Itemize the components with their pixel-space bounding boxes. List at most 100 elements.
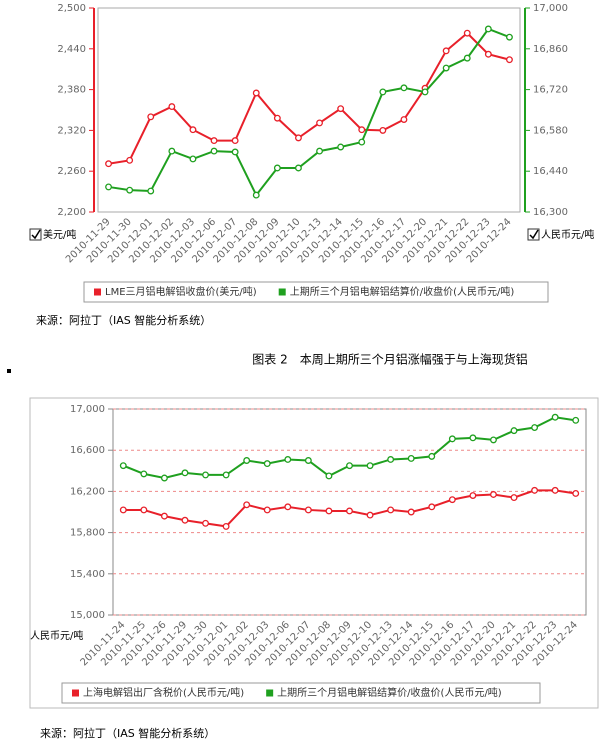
y-tick-label: 2,260 — [57, 166, 86, 177]
figure-caption: 图表 2 本周上期所三个月铝涨幅强于与上海现货铝 — [252, 352, 527, 367]
y2-tick-label: 16,440 — [533, 166, 568, 177]
y2-tick-label: 16,860 — [533, 44, 568, 55]
y-tick-label: 2,380 — [57, 85, 86, 96]
y2-axis-label: 人民币元/吨 — [541, 228, 594, 241]
series-line — [108, 27, 510, 197]
point-marker — [252, 191, 260, 199]
point-marker — [181, 516, 189, 524]
point-marker — [469, 434, 477, 442]
point-marker — [572, 416, 580, 424]
y-tick-label: 2,440 — [57, 44, 86, 55]
point-marker — [463, 54, 471, 62]
point-marker — [551, 413, 559, 421]
point-marker — [407, 508, 415, 516]
legend-label: 上海电解铝出厂含税价(人民币元/吨) — [83, 686, 244, 699]
point-marker — [295, 164, 302, 172]
point-marker — [119, 506, 127, 514]
point-marker — [304, 506, 312, 514]
point-marker — [243, 457, 251, 464]
point-marker — [295, 134, 302, 142]
point-marker — [428, 503, 436, 511]
point-marker — [358, 138, 366, 146]
y-axis-label: 人民币元/吨 — [30, 629, 83, 642]
y2-tick-label: 16,720 — [533, 85, 568, 96]
source-note: 来源：阿拉丁（IAS 智能分析系统） — [40, 726, 215, 740]
point-marker — [337, 143, 345, 151]
point-marker — [490, 436, 497, 444]
y2-tick-label: 17,000 — [533, 3, 568, 14]
point-marker — [572, 490, 580, 497]
y-tick-label: 2,200 — [57, 207, 86, 218]
y-tick-label: 15,800 — [70, 528, 105, 539]
checkbox — [527, 228, 540, 241]
point-marker — [105, 183, 112, 191]
legend-swatch — [266, 689, 274, 697]
point-marker — [484, 50, 492, 58]
point-marker — [358, 126, 366, 134]
y-tick-label: 2,320 — [57, 125, 86, 136]
checkmark — [529, 229, 539, 240]
point-marker — [469, 492, 477, 499]
point-marker — [189, 155, 197, 163]
point-marker — [263, 460, 271, 468]
y-tick-label: 15,000 — [70, 610, 105, 621]
y-axis-label: 美元/吨 — [43, 228, 76, 241]
point-marker — [126, 186, 134, 194]
chart-frame — [29, 397, 599, 709]
point-marker — [243, 501, 251, 509]
point-marker — [160, 474, 168, 482]
point-marker — [531, 486, 539, 494]
point-marker — [346, 507, 353, 515]
point-marker — [463, 29, 471, 37]
y-tick-label: 16,600 — [70, 445, 105, 456]
point-marker — [147, 187, 155, 195]
legend-swatch — [94, 288, 101, 296]
point-marker — [366, 511, 374, 519]
y-tick-label: 2,500 — [57, 3, 86, 14]
point-marker — [325, 507, 333, 515]
y2-tick-label: 16,580 — [533, 125, 568, 136]
point-marker — [316, 119, 323, 127]
point-marker — [252, 89, 260, 97]
legend-label: LME三月铝电解铝收盘价(美元/吨) — [105, 285, 257, 298]
point-marker — [168, 147, 176, 155]
point-marker — [119, 462, 127, 470]
point-marker — [160, 512, 168, 520]
legend-box — [83, 281, 549, 303]
point-marker — [366, 462, 374, 470]
point-marker — [168, 103, 176, 111]
point-marker — [210, 137, 218, 145]
point-marker — [400, 84, 408, 92]
point-marker — [484, 25, 492, 33]
y-tick-label: 17,000 — [70, 404, 105, 415]
point-marker — [140, 506, 148, 514]
point-marker — [387, 456, 395, 463]
point-marker — [510, 494, 518, 502]
point-marker — [202, 519, 209, 527]
y-tick-label: 15,400 — [70, 569, 105, 580]
legend-label: 上期所三个月铝电解铝结算价/收盘价(人民币元/吨) — [277, 686, 502, 699]
point-marker — [400, 116, 408, 123]
series-line — [108, 31, 510, 165]
point-marker — [181, 469, 189, 477]
point-marker — [126, 156, 134, 164]
point-marker — [421, 88, 429, 96]
point-marker — [316, 147, 323, 155]
legend-label: 上期所三个月铝电解铝结算价/收盘价(人民币元/吨) — [290, 285, 515, 298]
point-marker — [189, 126, 197, 134]
point-marker — [263, 506, 271, 514]
point-marker — [337, 105, 345, 113]
point-marker — [490, 491, 497, 498]
checkbox — [29, 228, 42, 241]
legend-swatch — [278, 288, 286, 296]
point-marker — [140, 470, 148, 478]
point-marker — [442, 47, 450, 55]
point-marker — [428, 452, 436, 460]
point-marker — [273, 114, 281, 122]
point-marker — [448, 496, 456, 504]
point-marker — [510, 427, 518, 435]
point-marker — [202, 471, 209, 479]
point-marker — [222, 522, 230, 530]
point-marker — [551, 486, 559, 494]
